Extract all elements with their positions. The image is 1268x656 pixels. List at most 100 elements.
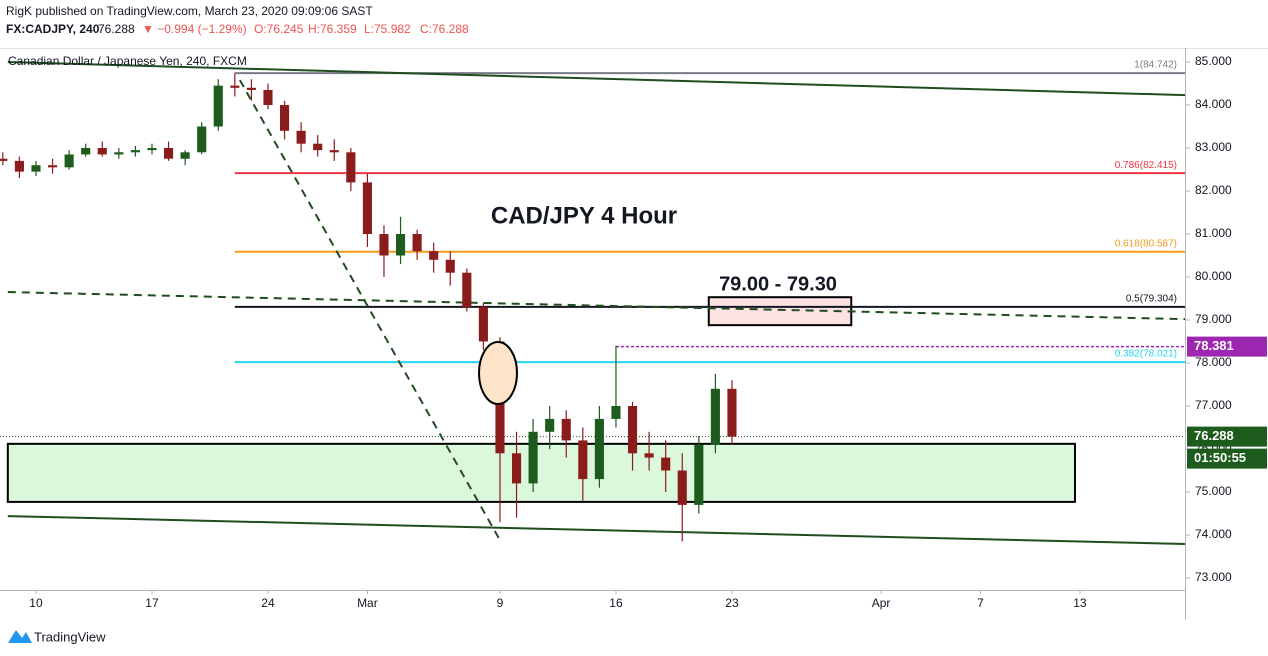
candle-body — [313, 143, 323, 151]
ohlc-close: C:76.288 — [420, 22, 469, 36]
x-tick-label: Mar — [357, 596, 378, 610]
fib-label: 0.5(79.304) — [1126, 294, 1177, 305]
last-price-tag: 76.288 — [1194, 428, 1234, 443]
candle-body — [97, 147, 107, 155]
candle-body — [130, 150, 140, 153]
candle-body — [14, 160, 24, 172]
candle-body — [147, 147, 157, 151]
fib-label: 1(84.742) — [1134, 60, 1177, 71]
y-tick-label: 83.000 — [1195, 140, 1232, 154]
fib-label: 0.618(80.587) — [1115, 238, 1177, 249]
candle-body — [727, 388, 737, 437]
x-tick-label: 23 — [725, 596, 739, 610]
ohlc-high: H:76.359 — [308, 22, 357, 36]
zone — [707, 296, 853, 327]
legend: Canadian Dollar / Japanese Yen, 240, FXC… — [8, 54, 247, 68]
x-tick-label: 7 — [977, 596, 984, 610]
fib-label: 0.786(82.415) — [1115, 160, 1177, 171]
candle-body — [511, 453, 522, 484]
chart-title: CAD/JPY 4 Hour — [491, 202, 677, 229]
candle-body — [0, 158, 8, 161]
publisher: RigK published on TradingView.com, March… — [6, 4, 373, 18]
fib-label: 0.382(78.021) — [1115, 349, 1177, 360]
high-marker-tag-bg — [1187, 336, 1267, 357]
price: 76.288 — [98, 22, 135, 36]
ohlc-low: L:75.982 — [364, 22, 411, 36]
y-tick-label: 75.000 — [1195, 484, 1232, 498]
time-axis-border — [0, 590, 1186, 591]
x-tick-label: 13 — [1073, 596, 1087, 610]
candle-body — [64, 154, 74, 168]
countdown-tag: 01:50:55 — [1194, 450, 1246, 465]
candle-body — [611, 406, 621, 419]
candle-body — [114, 152, 124, 155]
candle-body — [379, 233, 389, 256]
countdown-tag-bg — [1187, 448, 1267, 469]
x-tick-label: 16 — [609, 596, 623, 610]
candle-body — [561, 418, 571, 441]
candle-body — [180, 152, 190, 159]
candle-body — [578, 440, 588, 480]
candle-body — [263, 89, 273, 105]
y-tick-label: 77.000 — [1195, 398, 1232, 412]
candle-body — [279, 104, 290, 131]
candle-body — [710, 388, 720, 445]
candle-body — [429, 251, 439, 260]
y-tick-label: 81.000 — [1195, 226, 1232, 240]
candle-body — [362, 182, 372, 234]
candle-body — [395, 233, 406, 256]
candle-body — [296, 130, 306, 144]
y-tick-label: 85.000 — [1195, 54, 1232, 68]
y-tick-label: 78.000 — [1195, 355, 1232, 369]
candle-body — [462, 272, 472, 308]
highlight-ellipse — [478, 341, 518, 405]
footer-bg — [0, 620, 1268, 656]
y-tick-label: 80.000 — [1195, 269, 1232, 283]
symbol: FX:CADJPY, 240 — [6, 22, 100, 36]
brand: TradingView — [34, 629, 106, 644]
candle-body — [644, 453, 654, 458]
candle-body — [213, 85, 223, 127]
y-tick-label: 82.000 — [1195, 183, 1232, 197]
y-tick-label: 74.000 — [1195, 527, 1232, 541]
candle-body — [694, 444, 704, 505]
divider — [0, 48, 1268, 49]
x-tick-label: 17 — [145, 596, 159, 610]
price-axis-border — [1185, 48, 1186, 620]
logo — [8, 630, 32, 643]
candle-body — [329, 150, 339, 153]
x-tick-label: Apr — [872, 596, 891, 610]
trendline — [7, 60, 1186, 97]
x-tick-label: 24 — [261, 596, 275, 610]
y-tick-label: 73.000 — [1195, 570, 1232, 584]
candle-body — [48, 165, 58, 168]
candle-body — [445, 259, 455, 273]
trendline — [7, 291, 1186, 321]
candle-body — [346, 152, 356, 183]
high-marker-tag: 78.381 — [1194, 338, 1234, 353]
candle-body — [31, 165, 41, 172]
candle-body — [246, 87, 256, 90]
candle-body — [412, 233, 422, 252]
candle-body — [528, 431, 538, 484]
trendline — [7, 515, 1186, 546]
plot: 1(84.742) 0.786(82.415) 0.618(80.587) 0.5(7… — [0, 60, 1186, 546]
candle-body — [594, 418, 604, 480]
candle-body — [478, 307, 488, 342]
candle-body — [81, 147, 91, 155]
zone-label: 79.00 - 79.30 — [719, 273, 837, 295]
last-price-tag-bg — [1187, 426, 1267, 447]
candle-body — [627, 406, 638, 454]
x-tick-label: 10 — [29, 596, 43, 610]
candle-body — [661, 457, 671, 471]
change: ▼ −0.994 (−1.29%) — [142, 22, 247, 36]
trendline — [238, 79, 501, 541]
candle-body — [677, 470, 687, 505]
ohlc-open: O:76.245 — [254, 22, 304, 36]
candle-body — [197, 126, 207, 153]
y-tick-label: 79.000 — [1195, 312, 1232, 326]
zone — [6, 442, 1076, 503]
x-tick-label: 9 — [497, 596, 504, 610]
candle-body — [163, 147, 174, 159]
candle-body — [230, 85, 240, 88]
